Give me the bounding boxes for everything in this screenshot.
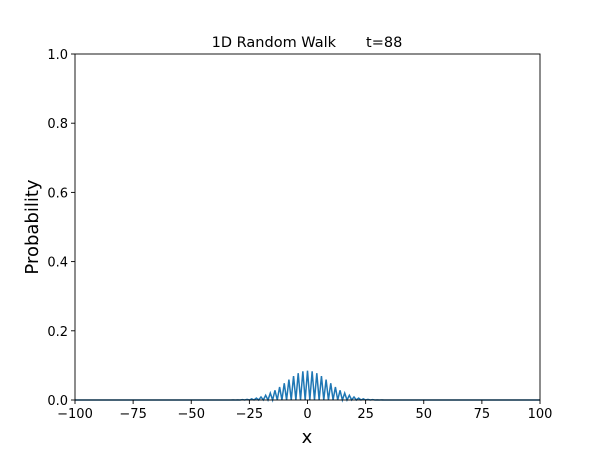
x-axis-label: x <box>302 427 313 448</box>
y-tick-label: 0.4 <box>47 256 68 271</box>
chart-title: 1D Random Walk t=88 <box>212 35 403 51</box>
x-tick-label: 25 <box>357 407 374 422</box>
y-tick-label: 0.8 <box>47 117 68 132</box>
x-tick-label: 0 <box>303 407 311 422</box>
probability-polyline <box>75 370 540 403</box>
y-tick-label: 0.0 <box>47 394 68 409</box>
x-tick-label: 75 <box>474 407 491 422</box>
x-tick-label: −50 <box>178 407 205 422</box>
y-tick-label: 0.6 <box>47 186 68 201</box>
x-axis-ticks: −100 −75 −50 −25 0 25 50 75 100 <box>57 400 552 422</box>
x-tick-label: −25 <box>236 407 263 422</box>
x-tick-label: 50 <box>415 407 432 422</box>
x-tick-label: 100 <box>528 407 553 422</box>
y-tick-label: 1.0 <box>47 48 68 63</box>
axes-frame <box>74 53 541 401</box>
x-tick-label: −100 <box>57 407 93 422</box>
y-axis-ticks: 0.0 0.2 0.4 0.6 0.8 1.0 <box>47 48 75 409</box>
y-axis-label: Probability <box>22 179 43 274</box>
y-tick-label: 0.2 <box>47 325 68 340</box>
x-tick-label: −75 <box>119 407 146 422</box>
probability-line <box>75 370 540 403</box>
